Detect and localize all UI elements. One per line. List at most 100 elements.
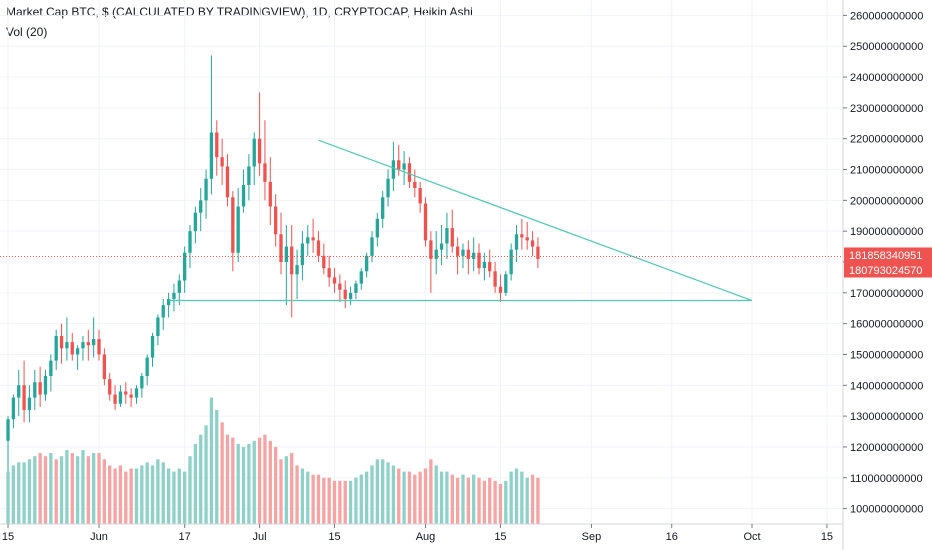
candle-body <box>118 391 123 404</box>
volume-bar <box>370 465 374 524</box>
time-tick-label: Aug <box>416 531 436 543</box>
candle-body <box>370 237 374 256</box>
candle-body <box>461 249 465 256</box>
volume-bar <box>11 465 16 524</box>
candle-body <box>182 252 187 281</box>
candle-body <box>397 160 401 170</box>
candle-body <box>113 394 117 404</box>
volume-bar <box>445 471 449 524</box>
volume-bar <box>354 477 358 524</box>
candle-body <box>407 163 412 182</box>
candle-body <box>188 231 192 253</box>
volume-bars <box>6 397 540 524</box>
candle-body <box>38 382 42 395</box>
volume-bar <box>166 468 171 524</box>
volume-bar <box>327 477 331 524</box>
volume-bar <box>381 459 385 524</box>
price-tick-label: 200000000000 <box>850 195 923 207</box>
volume-bar <box>134 468 139 524</box>
candle-body <box>11 397 16 420</box>
price-badge-label: 181858340951 <box>849 250 922 262</box>
candle-body <box>434 249 438 259</box>
candle-body <box>17 385 21 398</box>
volume-bar <box>375 459 380 524</box>
volume-bar <box>482 480 487 524</box>
time-tick-label: Jun <box>90 531 108 543</box>
candle-body <box>145 357 149 377</box>
volume-bar <box>338 480 342 524</box>
candle-body <box>284 246 289 262</box>
candle-body <box>488 262 492 272</box>
candle-body <box>525 237 529 241</box>
candle-body <box>348 292 353 299</box>
candle-body <box>220 157 224 167</box>
volume-bar <box>364 471 369 524</box>
time-axis[interactable]: 15 Jun 17 Jul 15 Aug 15 Sep 16 Oct 15 <box>0 523 843 543</box>
candle-body <box>364 255 369 272</box>
volume-bar <box>102 459 107 524</box>
candle-body <box>54 335 58 361</box>
candle-body <box>27 397 32 410</box>
candle-body <box>504 274 508 293</box>
volume-bar <box>81 450 85 524</box>
candle-body <box>322 255 326 269</box>
volume-bar <box>129 468 133 524</box>
candle-body <box>6 419 10 441</box>
volume-bar <box>295 465 299 524</box>
candle-body <box>33 382 37 398</box>
price-tick-label: 190000000000 <box>850 226 923 238</box>
volume-bar <box>284 456 289 524</box>
volume-bar <box>488 477 492 524</box>
candle-body <box>332 277 337 284</box>
price-tick-label: 150000000000 <box>850 349 923 361</box>
candle-body <box>236 206 240 253</box>
price-tick-label: 260000000000 <box>850 10 923 22</box>
candle-body <box>59 335 64 349</box>
candle-body <box>231 197 235 253</box>
candle-body <box>257 138 262 164</box>
candle-body <box>81 342 85 349</box>
volume-bar <box>177 468 181 524</box>
time-tick-label: Jul <box>253 531 267 543</box>
candle-body <box>472 252 476 259</box>
volume-bar <box>413 474 417 524</box>
volume-bar <box>332 480 337 524</box>
volume-bar <box>182 471 187 524</box>
volume-bar <box>466 477 470 524</box>
candle-body <box>161 305 165 318</box>
candle-body <box>70 342 74 355</box>
volume-bar <box>225 434 230 524</box>
volume-bar <box>59 456 64 524</box>
volume-bar <box>27 459 32 524</box>
volume-bar <box>343 480 347 524</box>
grid-lines <box>0 0 843 524</box>
volume-bar <box>6 471 10 524</box>
candle-body <box>381 197 385 219</box>
candle-body <box>413 181 417 189</box>
candle-body <box>247 166 251 185</box>
candle-body <box>300 243 305 266</box>
volume-indicator-label[interactable]: Vol (20) <box>6 25 48 39</box>
candle-body <box>520 234 524 238</box>
volume-bar <box>322 477 326 524</box>
price-tick-label: 130000000000 <box>850 411 923 423</box>
volume-bar <box>509 471 513 524</box>
candle-body <box>439 243 444 250</box>
volume-bar <box>386 462 390 524</box>
volume-bar <box>402 471 406 524</box>
candle-body <box>172 292 176 299</box>
volume-bar <box>311 474 315 524</box>
candle-body <box>134 388 139 398</box>
volume-bar <box>268 440 272 524</box>
candle-body <box>391 160 396 179</box>
volume-bar <box>247 443 251 524</box>
volume-bar <box>434 465 438 524</box>
volume-bar <box>520 471 524 524</box>
candle-body <box>199 200 203 213</box>
candle-body <box>455 246 460 256</box>
candle-body <box>156 317 160 336</box>
volume-bar <box>161 462 165 524</box>
price-axis[interactable]: 100000000000 110000000000 120000000000 1300… <box>842 0 923 550</box>
volume-bar <box>423 468 428 524</box>
